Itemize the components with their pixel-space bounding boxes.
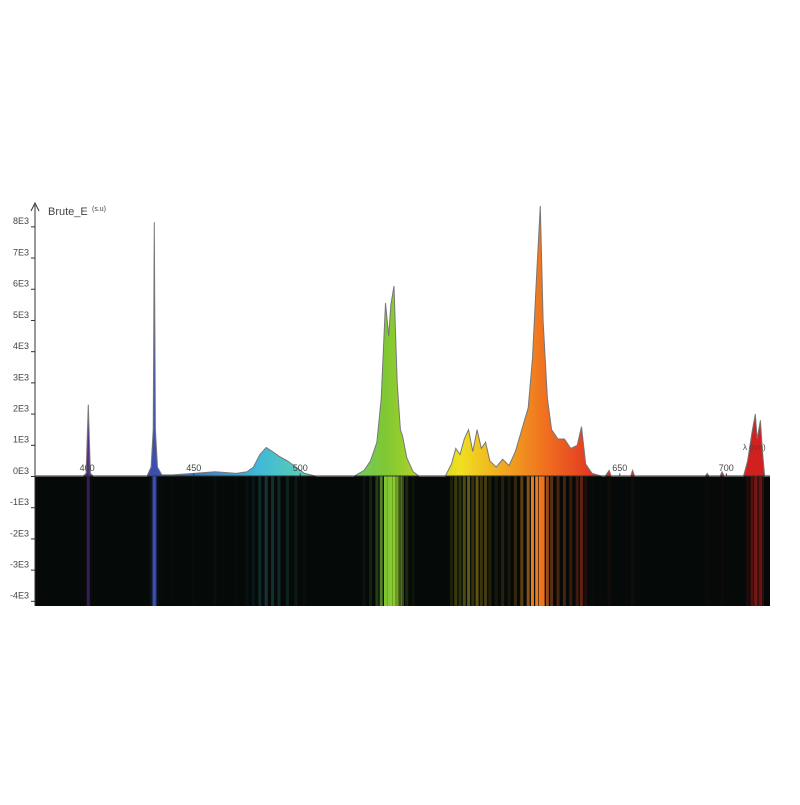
spectrum-stripe: [520, 476, 524, 606]
spectrum-stripe: [412, 476, 415, 606]
spectrum-stripe: [214, 476, 217, 606]
spectrum-stripe: [746, 476, 750, 606]
y-axis-unit: (s.u): [92, 206, 106, 213]
y-tick-label: 1E3: [13, 435, 29, 445]
spectrum-stripe: [160, 476, 163, 606]
y-tick-label: 5E3: [13, 310, 29, 320]
x-tick-label: 700: [719, 463, 734, 473]
y-tick-label: 8E3: [13, 216, 29, 226]
spectrum-stripe: [86, 476, 90, 606]
y-axis-arrow: [30, 201, 40, 212]
spectrum-stripe: [171, 476, 174, 606]
spectrum-stripe: [392, 476, 396, 606]
spectrum-stripe: [294, 476, 298, 606]
spectrum-stripe: [550, 476, 554, 606]
y-tick-label: 4E3: [13, 341, 29, 351]
y-tick-label: 6E3: [13, 279, 29, 289]
spectrum-stripe: [471, 476, 475, 606]
spectrum-stripe: [395, 476, 399, 606]
spectrum-stripe: [475, 476, 479, 606]
spectrum-stripe: [149, 476, 153, 606]
spectrum-stripe: [526, 476, 530, 606]
spectrum-stripe: [89, 476, 92, 606]
spectrum-stripe: [285, 476, 289, 606]
spectrum-stripe: [545, 476, 549, 606]
spectrum-stripe: [584, 476, 588, 606]
spectrum-stripe: [303, 476, 306, 606]
x-tick-label: 650: [612, 463, 627, 473]
x-axis-label: λ (nm): [743, 443, 766, 452]
y-tick-label: 0E3: [13, 466, 29, 476]
spectrum-stripe: [264, 476, 268, 606]
spectrum-stripe: [569, 476, 573, 606]
spectrum-stripe: [541, 476, 545, 606]
spectrum-stripe: [750, 476, 754, 606]
spectrum-stripe: [458, 476, 462, 606]
x-tick-label: 450: [186, 463, 201, 473]
spectrum-stripe: [479, 476, 483, 606]
spectrum-stripe: [398, 476, 402, 606]
spectrum-stripe: [277, 476, 281, 606]
spectrum-stripe: [271, 476, 275, 606]
spectrum-stripe: [513, 476, 517, 606]
x-tick-label: 500: [293, 463, 308, 473]
spectrum-stripe: [538, 476, 542, 606]
spectrum-stripe: [245, 476, 248, 606]
x-tick-label: 400: [80, 463, 95, 473]
spectrum-line: [35, 205, 770, 477]
spectrum-stripe: [369, 476, 373, 606]
spectrum-stripe: [362, 476, 366, 606]
spectrum-stripe: [258, 476, 262, 606]
spectrum-stripe: [379, 476, 383, 606]
spectrum-stripe: [575, 476, 579, 606]
spectrum-stripe: [488, 476, 492, 606]
spectrum-stripe: [556, 476, 560, 606]
y-tick-label: -1E3: [10, 497, 29, 507]
y-tick-label: 2E3: [13, 403, 29, 413]
spectrum-stripe: [535, 476, 539, 606]
y-tick-label: -2E3: [10, 528, 29, 538]
spectrum-stripe: [454, 476, 458, 606]
spectrum-stripe: [631, 476, 635, 606]
spectrum-stripe: [591, 476, 594, 606]
spectrum-stripe: [251, 476, 255, 606]
y-axis-label: Brute_E: [48, 206, 88, 218]
y-tick-label: 3E3: [13, 372, 29, 382]
spectrum-stripe: [758, 476, 762, 606]
spectrum-stripe: [494, 476, 498, 606]
y-tick-label: -4E3: [10, 591, 29, 601]
spectrum-stripe: [607, 476, 611, 606]
spectrum-stripe: [462, 476, 466, 606]
spectrum-stripe: [401, 476, 404, 606]
spectrum-stripe: [530, 476, 534, 606]
spectrum-stripe: [579, 476, 583, 606]
spectrum-stripe: [761, 476, 765, 606]
spectrum-stripe: [235, 476, 238, 606]
spectrum-stripe: [153, 476, 157, 606]
spectrum-stripe: [562, 476, 566, 606]
spectrum-stripe: [706, 476, 709, 606]
y-tick-label: 7E3: [13, 247, 29, 257]
spectrum-stripe: [467, 476, 471, 606]
spectrum-stripe: [755, 476, 759, 606]
spectrum-stripe: [387, 476, 391, 606]
spectrum-stripe: [156, 476, 159, 606]
spectrum-stripe: [450, 476, 453, 606]
spectrum-stripe: [753, 476, 757, 606]
y-tick-label: -3E3: [10, 559, 29, 569]
spectrum-stripe: [389, 476, 393, 606]
spectrum-stripe: [383, 476, 387, 606]
spectrum-stripe: [501, 476, 505, 606]
spectrum-stripe: [375, 476, 379, 606]
spectrum-stripe: [484, 476, 488, 606]
spectrum-stripe: [192, 476, 195, 606]
spectrum-stripe: [405, 476, 409, 606]
spectrum-stripe: [507, 476, 511, 606]
spectrum-stripe: [721, 476, 724, 606]
